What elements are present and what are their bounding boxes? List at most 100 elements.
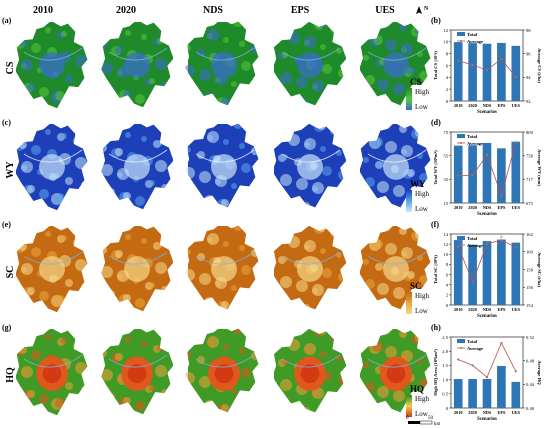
y2-tick-label: 717 xyxy=(526,177,534,182)
x-tick-label: UES xyxy=(512,307,521,312)
region-map xyxy=(185,18,259,106)
legend-title: WY xyxy=(410,179,426,189)
svg-text:km: km xyxy=(434,422,441,427)
panel-tag: (f) xyxy=(431,220,439,229)
y2-tick-label: 675 xyxy=(526,201,534,206)
bar xyxy=(511,381,521,408)
legend-high: High xyxy=(415,395,430,403)
bar xyxy=(511,45,521,101)
x-axis-label: Scenarios xyxy=(477,314,497,319)
x-tick-label: 2020 xyxy=(468,103,477,108)
x-tick-label: 2020 xyxy=(468,307,477,312)
y2-tick-label: 0.48 xyxy=(526,358,535,363)
legend-average-label: Average xyxy=(467,243,483,248)
y-tick-label: 12 xyxy=(443,28,448,33)
panel-tag: (c) xyxy=(2,118,11,127)
legend-total-swatch xyxy=(457,339,465,343)
y-tick-label: 0 xyxy=(446,99,449,104)
row-label: CS xyxy=(5,61,16,74)
y-tick-label: 2.0 xyxy=(442,349,448,354)
y2-tick-label: 154 xyxy=(526,303,534,308)
y-axis-label: High HQ Area (10³km²) xyxy=(433,349,438,396)
row-label: SC xyxy=(5,266,16,279)
legend-colorbar xyxy=(406,395,412,417)
column-headers: 2010 2020 NDS EPS UES xyxy=(33,5,395,16)
scale-bar: 0 50 km xyxy=(406,416,441,427)
legend-low: Low xyxy=(415,103,429,111)
region-map xyxy=(101,121,174,210)
legend-average-label: Average xyxy=(467,346,483,351)
y-axis-label: Total SC (10⁹t) xyxy=(433,255,438,284)
legend-low: Low xyxy=(415,205,429,213)
bar xyxy=(511,242,521,305)
legend-low: Low xyxy=(415,307,429,315)
legend-high: High xyxy=(415,88,430,96)
average-point xyxy=(457,174,460,177)
y-tick-label: 10 xyxy=(443,40,448,45)
region-map xyxy=(272,21,347,106)
row-label: HQ xyxy=(5,367,16,383)
x-tick-label: 2010 xyxy=(454,205,463,210)
bar xyxy=(497,42,506,101)
average-point xyxy=(485,153,489,156)
y-axis-label: Total CS (10⁷t) xyxy=(433,51,438,80)
average-point xyxy=(514,141,517,144)
y-tick-label: 14 xyxy=(443,232,448,237)
bar xyxy=(497,365,506,408)
y2-tick-label: 0.44 xyxy=(526,382,535,387)
x-tick-label: 2010 xyxy=(454,410,463,415)
bar xyxy=(482,379,492,408)
x-tick-label: 2010 xyxy=(454,307,463,312)
y-tick-label: 75 xyxy=(443,130,448,135)
column-header: EPS xyxy=(291,5,310,16)
y-tick-label: 35 xyxy=(443,177,448,182)
y-tick-label: 1.5 xyxy=(442,363,448,368)
region-map xyxy=(185,222,259,310)
x-tick-label: 2020 xyxy=(468,410,477,415)
region-map xyxy=(101,326,174,415)
bar xyxy=(468,244,477,305)
chart-2: (f) 0 2 4 6 8 10 12 14 154 156 158 160 162 2010 2020 NDS… xyxy=(431,220,542,319)
average-point xyxy=(471,63,474,67)
column-header: UES xyxy=(375,5,395,16)
region-map xyxy=(15,20,88,109)
panel-tag: (a) xyxy=(2,16,12,25)
average-point xyxy=(471,280,474,284)
y2-tick-label: 162 xyxy=(526,232,534,237)
x-tick-label: NDS xyxy=(483,410,492,415)
x-axis-label: Scenarios xyxy=(477,110,497,115)
region-map xyxy=(101,223,174,312)
bar xyxy=(453,379,463,408)
average-point xyxy=(485,242,489,245)
legend-colorbar xyxy=(406,190,412,212)
legend-total-swatch xyxy=(457,236,465,240)
x-tick-label: EPS xyxy=(497,205,505,210)
legend-title: CS xyxy=(410,77,422,87)
y2-tick-label: 758 xyxy=(526,154,534,159)
bar xyxy=(468,43,477,101)
y2-tick-label: 98 xyxy=(526,28,531,33)
y-tick-label: 0.5 xyxy=(442,392,448,397)
y-tick-label: 4 xyxy=(446,283,449,288)
legend-colorbar xyxy=(406,88,412,110)
average-point xyxy=(500,194,503,197)
bar xyxy=(468,379,477,408)
average-point xyxy=(471,174,474,177)
panel-tag: (e) xyxy=(2,220,11,229)
legend-total-swatch xyxy=(457,134,465,138)
y2-tick-label: 0.52 xyxy=(526,335,535,340)
bar xyxy=(453,42,463,101)
column-header: 2020 xyxy=(116,5,136,16)
bar xyxy=(511,141,521,203)
bar xyxy=(453,145,463,203)
column-header: NDS xyxy=(203,5,223,16)
bar xyxy=(482,241,492,305)
